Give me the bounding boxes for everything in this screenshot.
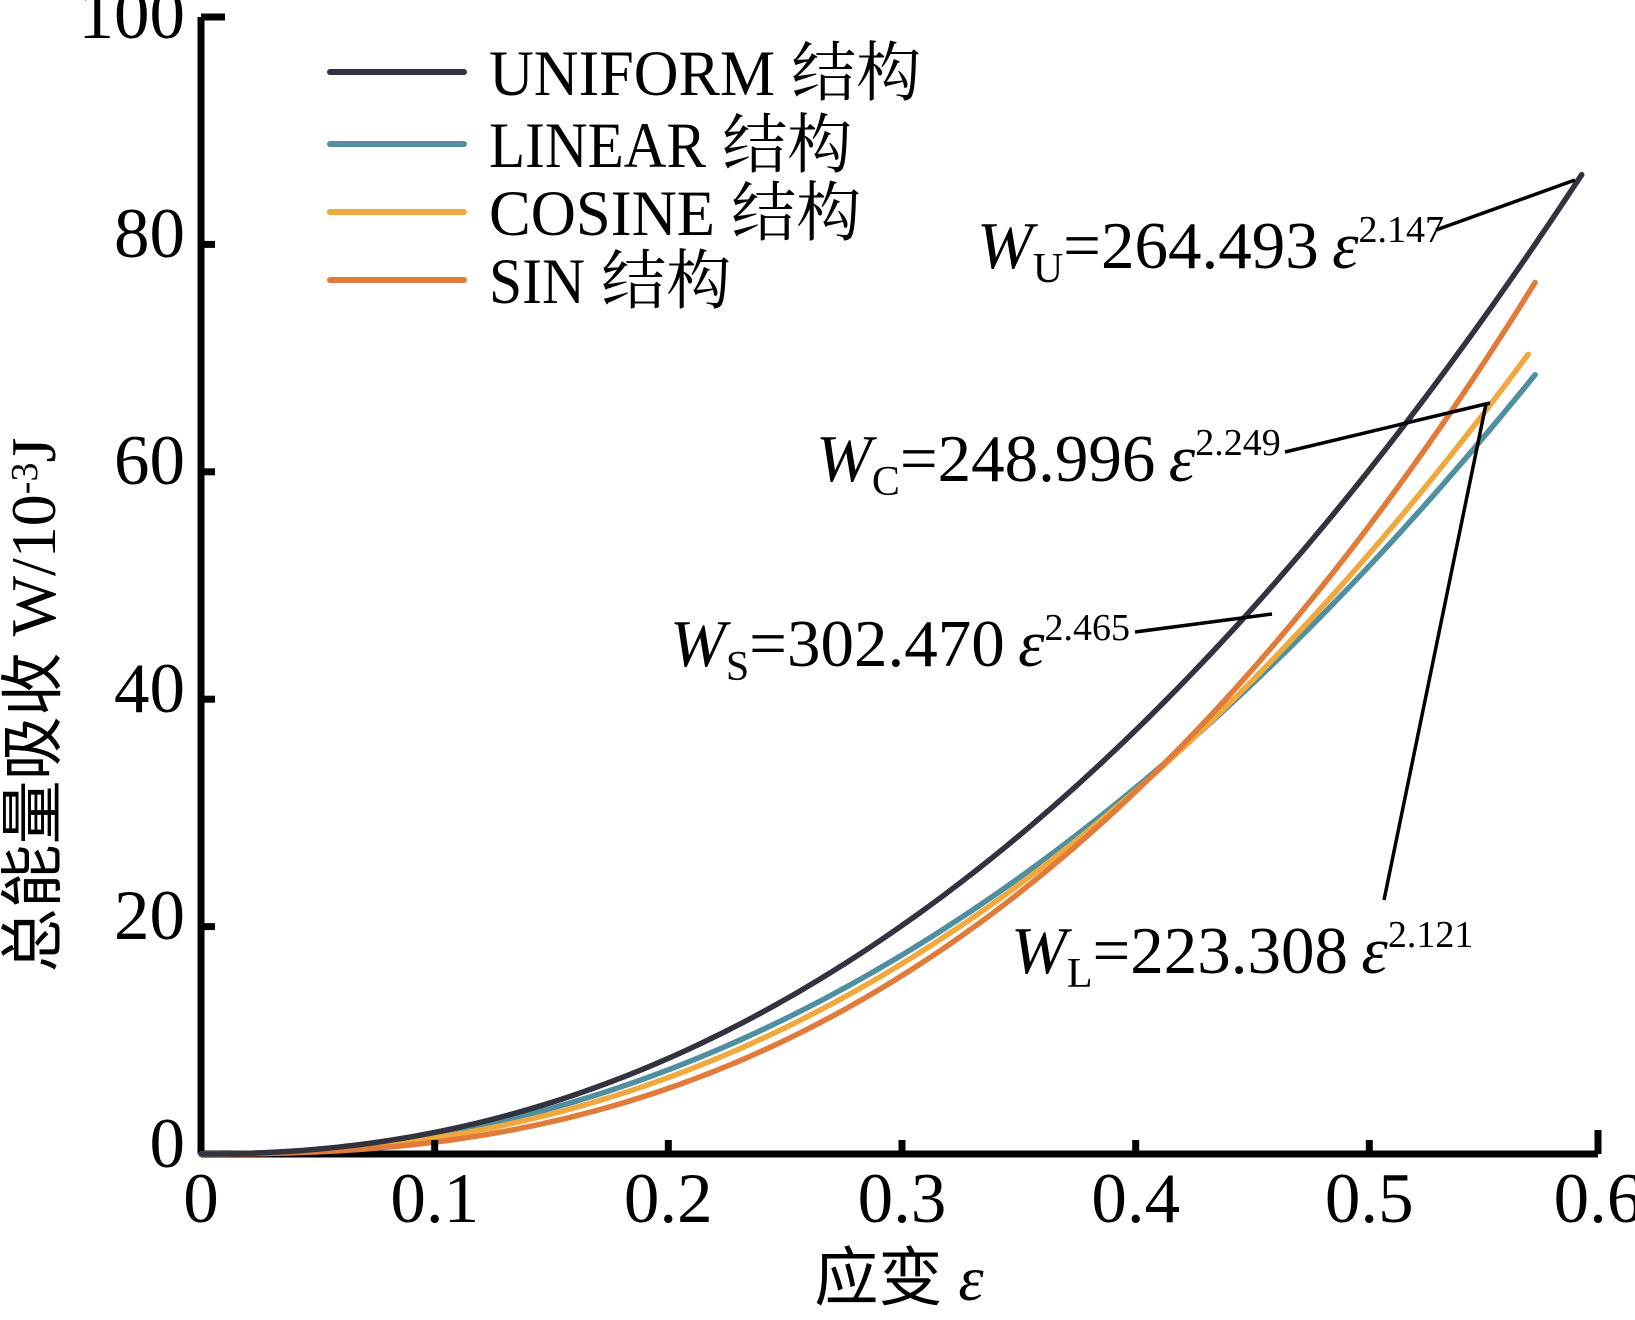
- svg-text:40: 40: [114, 650, 185, 728]
- svg-text:总能量吸收 W/10-3J: 总能量吸收 W/10-3J: [0, 438, 69, 973]
- svg-text:80: 80: [114, 195, 185, 273]
- svg-text:0.2: 0.2: [624, 1160, 713, 1238]
- svg-text:60: 60: [114, 422, 185, 500]
- svg-text:100: 100: [79, 0, 186, 54]
- svg-text:0: 0: [183, 1160, 219, 1238]
- svg-text:0.4: 0.4: [1091, 1160, 1180, 1238]
- svg-text:20: 20: [114, 877, 185, 955]
- svg-text:0.3: 0.3: [858, 1160, 947, 1238]
- svg-text:0.5: 0.5: [1325, 1160, 1414, 1238]
- svg-text:应变 ε: 应变 ε: [814, 1243, 984, 1314]
- svg-text:0.6: 0.6: [1554, 1160, 1635, 1238]
- svg-text:0.1: 0.1: [390, 1160, 479, 1238]
- svg-text:0: 0: [150, 1105, 186, 1183]
